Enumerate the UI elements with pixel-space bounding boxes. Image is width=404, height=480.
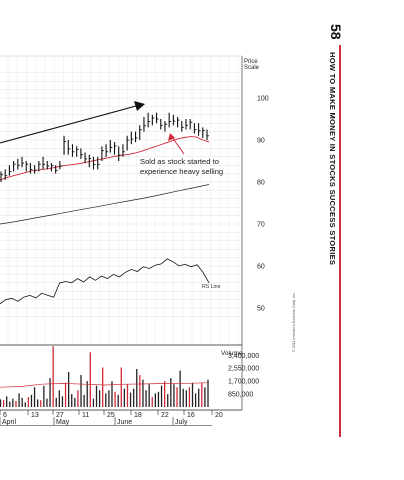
moving-average-200-line bbox=[0, 184, 210, 225]
annotation-text: Sold as stock started to experience heav… bbox=[140, 157, 223, 176]
date-tick-label: 13 bbox=[31, 412, 39, 419]
price-bars bbox=[0, 112, 209, 182]
price-tick-label: 50 bbox=[257, 306, 265, 313]
volume-bars bbox=[0, 346, 209, 407]
volume-average-line bbox=[0, 382, 210, 388]
date-tick-label: 18 bbox=[134, 412, 142, 419]
date-tick-label: 11 bbox=[82, 412, 89, 419]
volume-tick-label: 2,550,000 bbox=[228, 366, 259, 373]
moving-average-200 bbox=[0, 184, 210, 225]
date-tick-label: 27 bbox=[56, 412, 64, 419]
month-labels: April May June July bbox=[0, 417, 212, 426]
price-tick-label: 90 bbox=[257, 138, 265, 145]
month-label: June bbox=[117, 419, 132, 426]
trend-arrow-head bbox=[134, 101, 145, 111]
price-tick-label: 100 bbox=[257, 96, 269, 103]
month-label: May bbox=[56, 419, 70, 426]
volume-tick-label: 1,700,000 bbox=[228, 379, 259, 386]
relative-strength-line bbox=[0, 258, 210, 305]
volume-label: Volume bbox=[221, 350, 243, 357]
annotation-pointer-head bbox=[168, 133, 175, 141]
month-label: April bbox=[2, 419, 16, 426]
chart-grid bbox=[0, 56, 242, 345]
volume-tick-label: 850,000 bbox=[228, 392, 253, 399]
rs-line bbox=[0, 258, 210, 305]
date-tick-label: 6 bbox=[3, 412, 7, 419]
volume-tick-labels: 3,400,000 2,550,000 1,700,000 850,000 bbox=[228, 353, 259, 399]
trend-arrow bbox=[0, 105, 137, 144]
volume-tick-label: 3,400,000 bbox=[228, 353, 259, 360]
date-tick-label: 22 bbox=[161, 412, 169, 419]
price-tick-labels: 100 90 80 70 60 50 bbox=[257, 96, 269, 313]
date-tick-label: 20 bbox=[215, 412, 223, 419]
annotation-pointer bbox=[171, 136, 185, 155]
date-tick-label: 25 bbox=[107, 412, 115, 419]
price-tick-label: 80 bbox=[257, 180, 265, 187]
volume-average bbox=[0, 382, 210, 388]
month-label: July bbox=[175, 419, 188, 426]
copyright-credit: © 2011 Investor's Business Daily, Inc. bbox=[292, 292, 296, 352]
price-scale-label: Price Scale bbox=[244, 59, 260, 71]
running-head: HOW TO MAKE MONEY IN STOCKS SUCCESS STOR… bbox=[328, 52, 337, 266]
date-tick-label: 16 bbox=[187, 412, 195, 419]
date-tick-labels: 6 13 27 11 25 18 22 16 20 bbox=[0, 410, 223, 419]
price-tick-label: 60 bbox=[257, 264, 265, 271]
price-tick-label: 70 bbox=[257, 222, 265, 229]
page-edge-rule bbox=[339, 45, 341, 437]
rs-line-label: RS Line bbox=[202, 284, 221, 290]
page-number: 58 bbox=[328, 24, 344, 40]
